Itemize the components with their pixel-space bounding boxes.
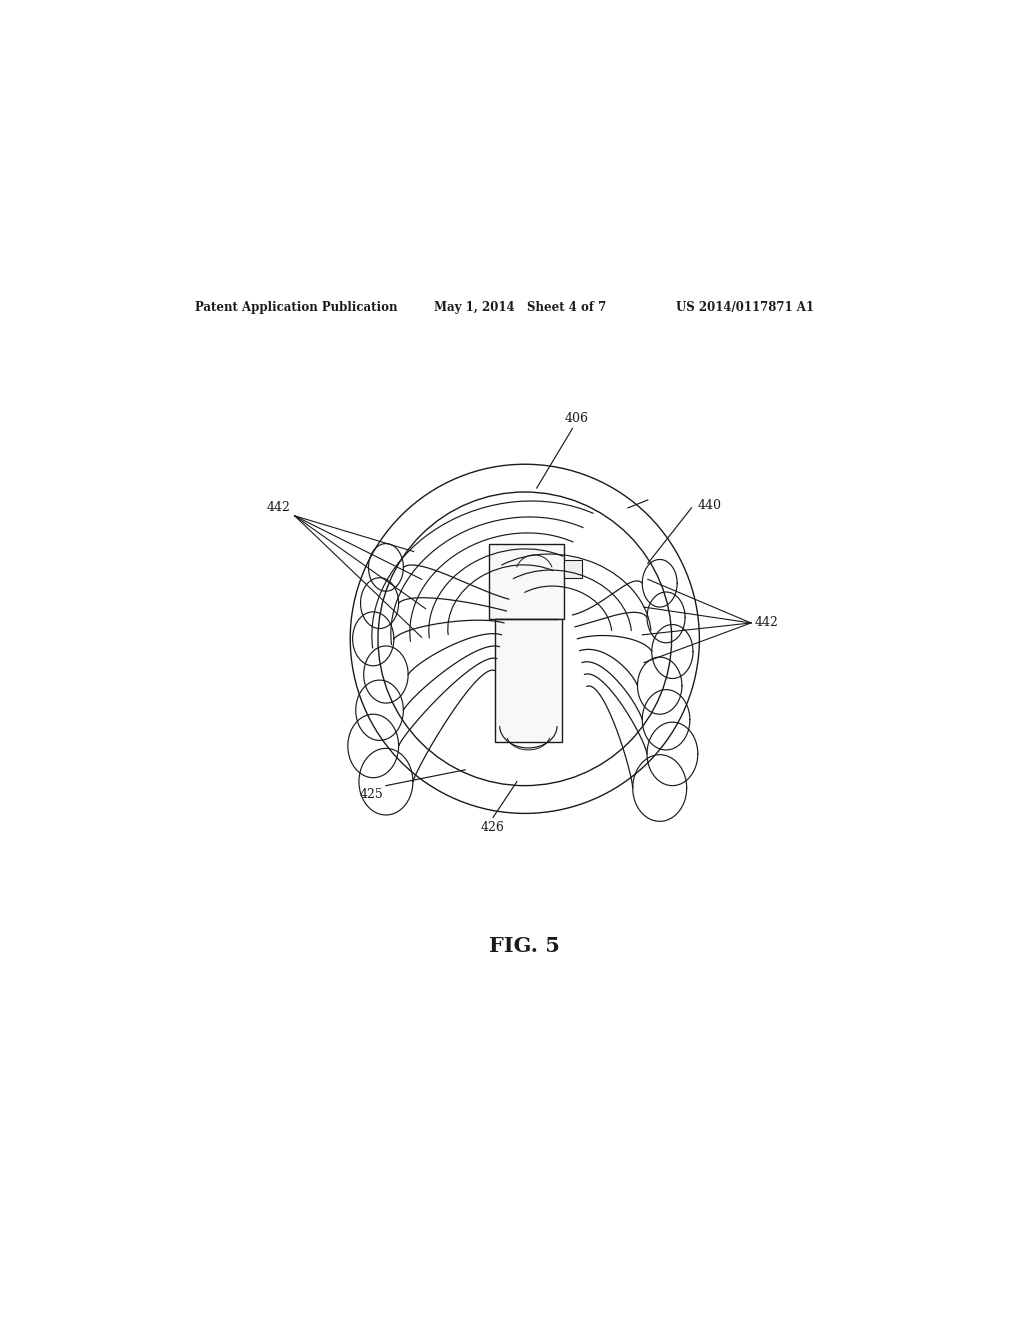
Bar bbox=[564, 560, 582, 578]
Text: 442: 442 bbox=[755, 616, 779, 630]
Text: 426: 426 bbox=[481, 821, 505, 834]
Text: 406: 406 bbox=[564, 412, 589, 425]
Text: US 2014/0117871 A1: US 2014/0117871 A1 bbox=[676, 301, 814, 314]
Bar bbox=[489, 544, 564, 619]
Text: Patent Application Publication: Patent Application Publication bbox=[196, 301, 398, 314]
Text: 440: 440 bbox=[697, 499, 722, 512]
Text: 442: 442 bbox=[267, 502, 291, 515]
Text: May 1, 2014   Sheet 4 of 7: May 1, 2014 Sheet 4 of 7 bbox=[433, 301, 606, 314]
Text: 425: 425 bbox=[359, 788, 384, 801]
Bar bbox=[495, 619, 562, 742]
Text: FIG. 5: FIG. 5 bbox=[489, 936, 560, 956]
